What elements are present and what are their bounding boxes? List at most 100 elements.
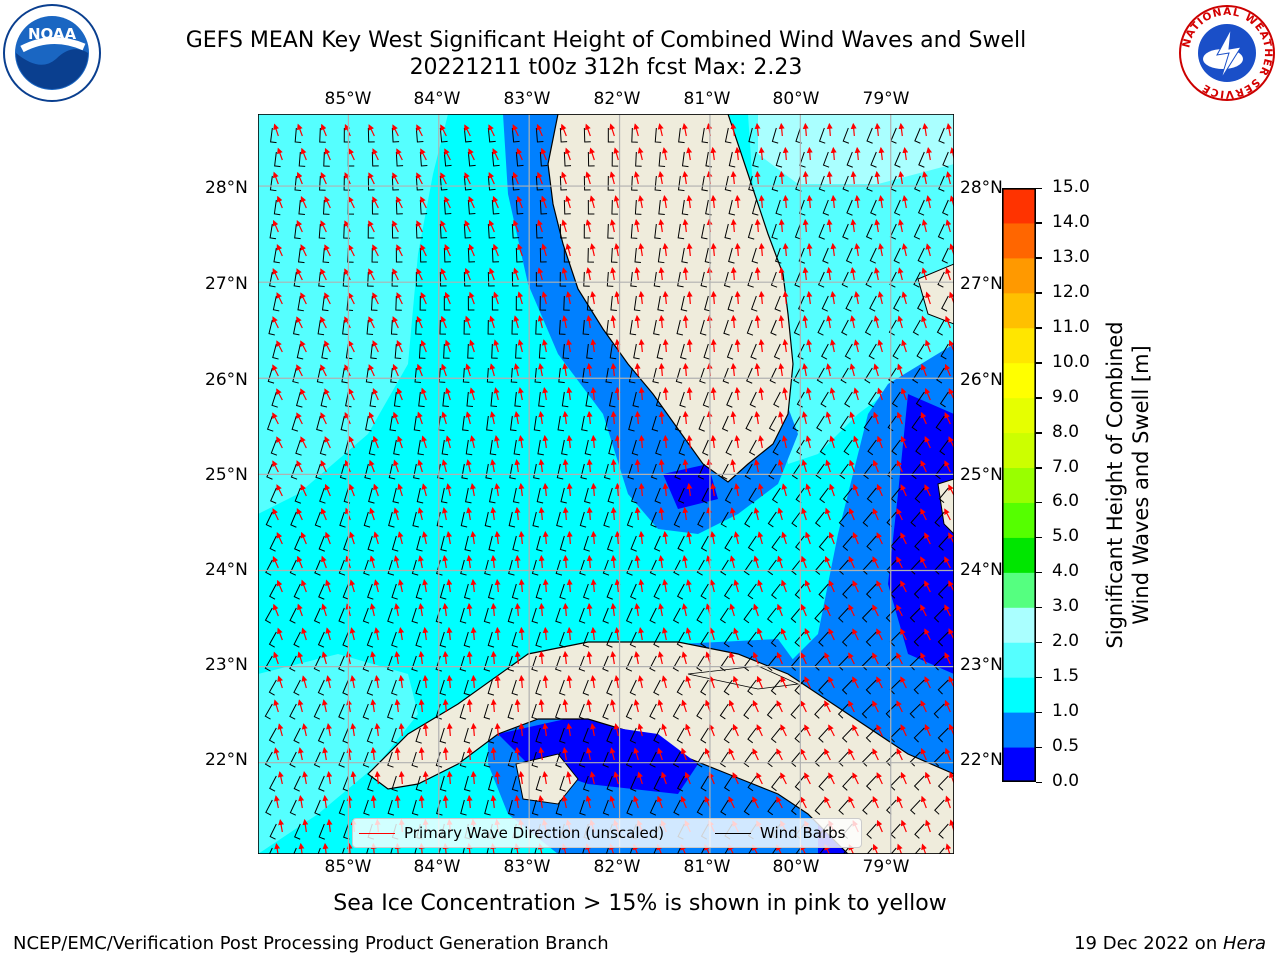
colorbar-tick-mark — [1036, 606, 1042, 609]
wind-barb — [655, 391, 663, 408]
wind-barb — [463, 631, 471, 648]
wind-barb — [818, 847, 825, 854]
wave-direction-arrow — [562, 698, 569, 713]
lon-label-bottom: 84°W — [413, 857, 461, 877]
wave-direction-arrow — [828, 628, 835, 641]
wind-barb — [293, 271, 301, 288]
wave-direction-arrow — [685, 627, 692, 641]
wave-direction-arrow — [634, 458, 641, 473]
wave-direction-arrow — [536, 123, 543, 137]
wave-direction-arrow — [634, 410, 641, 425]
wind-barb — [366, 727, 374, 744]
wind-barb — [767, 799, 777, 816]
wind-barb — [696, 751, 705, 768]
map-title: GEFS MEAN Key West Significant Height of… — [185, 28, 1027, 53]
wind-barb — [486, 367, 494, 383]
wind-barb — [510, 367, 518, 383]
wave-direction-arrow — [296, 507, 303, 521]
wind-barb — [297, 295, 304, 312]
wave-direction-arrow — [518, 674, 525, 689]
wind-barb — [676, 847, 681, 854]
wave-direction-arrow — [470, 626, 477, 641]
wave-direction-arrow — [590, 530, 597, 545]
wave-direction-arrow — [513, 315, 520, 329]
wave-direction-arrow — [372, 387, 379, 401]
wind-barb — [323, 151, 330, 167]
wave-direction-arrow — [297, 123, 303, 137]
wave-direction-arrow — [324, 244, 331, 257]
wind-barb — [415, 319, 422, 335]
wind-barb — [366, 631, 374, 648]
wave-direction-arrow — [730, 170, 737, 185]
wind-barb — [677, 535, 685, 552]
wind-barb — [818, 223, 825, 240]
wind-barb — [625, 607, 633, 624]
wind-barb — [602, 559, 610, 576]
wind-barb — [578, 751, 586, 768]
wind-barb — [341, 847, 345, 854]
wind-barb — [822, 151, 830, 168]
wind-barb — [607, 127, 615, 143]
wind-barb — [795, 847, 801, 854]
wave-direction-arrow — [829, 483, 835, 497]
wave-direction-arrow — [466, 794, 473, 809]
wind-barb — [535, 679, 542, 696]
wind-barb — [296, 343, 304, 360]
wind-barb — [461, 463, 468, 480]
wind-barb — [419, 151, 428, 167]
wave-direction-arrow — [276, 388, 283, 401]
wave-direction-arrow — [780, 772, 787, 785]
wave-direction-arrow — [445, 387, 451, 401]
wave-direction-arrow — [513, 363, 520, 377]
wave-direction-arrow — [780, 579, 787, 593]
wave-direction-arrow — [542, 434, 549, 449]
wave-direction-arrow — [804, 772, 811, 785]
wave-direction-arrow — [320, 268, 327, 281]
wind-barb — [559, 727, 566, 744]
wave-direction-arrow — [442, 650, 449, 665]
wind-barb — [603, 463, 611, 480]
wave-direction-arrow — [638, 482, 645, 497]
wave-direction-arrow — [321, 555, 327, 569]
wind-barb — [676, 775, 685, 792]
wind-barb — [367, 127, 375, 143]
wind-barb — [748, 127, 755, 144]
wave-direction-arrow — [417, 555, 424, 569]
wind-barb — [555, 607, 562, 624]
wind-barb — [386, 655, 394, 672]
colorbar-tick-mark — [1036, 536, 1042, 539]
map-panel — [258, 114, 954, 854]
wave-direction-arrow — [276, 243, 283, 257]
wind-barb — [794, 727, 805, 743]
wind-barb — [846, 199, 853, 216]
wave-direction-arrow — [728, 796, 735, 809]
wind-barb — [462, 847, 465, 854]
wave-direction-arrow — [754, 362, 761, 377]
wind-barb — [489, 439, 497, 456]
wind-barb — [798, 295, 805, 312]
wave-direction-arrow — [514, 602, 521, 617]
colorbar-segment — [1002, 257, 1036, 294]
wind-barb — [602, 607, 609, 624]
wave-direction-arrow — [276, 579, 283, 593]
wind-barb — [630, 223, 638, 239]
wind-barb — [794, 679, 805, 695]
wave-direction-arrow — [272, 219, 279, 233]
wind-barb — [771, 847, 777, 854]
wind-barb — [341, 367, 348, 384]
wave-direction-arrow — [754, 266, 761, 281]
wave-direction-arrow — [370, 794, 377, 809]
wave-direction-arrow — [273, 747, 280, 761]
wave-direction-arrow — [609, 171, 616, 185]
wave-direction-arrow — [824, 700, 831, 713]
colorbar-tick-label: 0.0 — [1052, 771, 1080, 791]
wind-barb — [747, 535, 757, 552]
wind-barb — [606, 679, 613, 696]
wind-barb — [508, 799, 515, 816]
wave-direction-arrow — [276, 292, 283, 305]
wave-direction-arrow — [416, 363, 423, 377]
wave-direction-arrow — [392, 411, 399, 425]
wind-barb — [294, 175, 302, 191]
wave-direction-arrow — [512, 171, 519, 185]
wave-direction-arrow — [320, 412, 327, 425]
